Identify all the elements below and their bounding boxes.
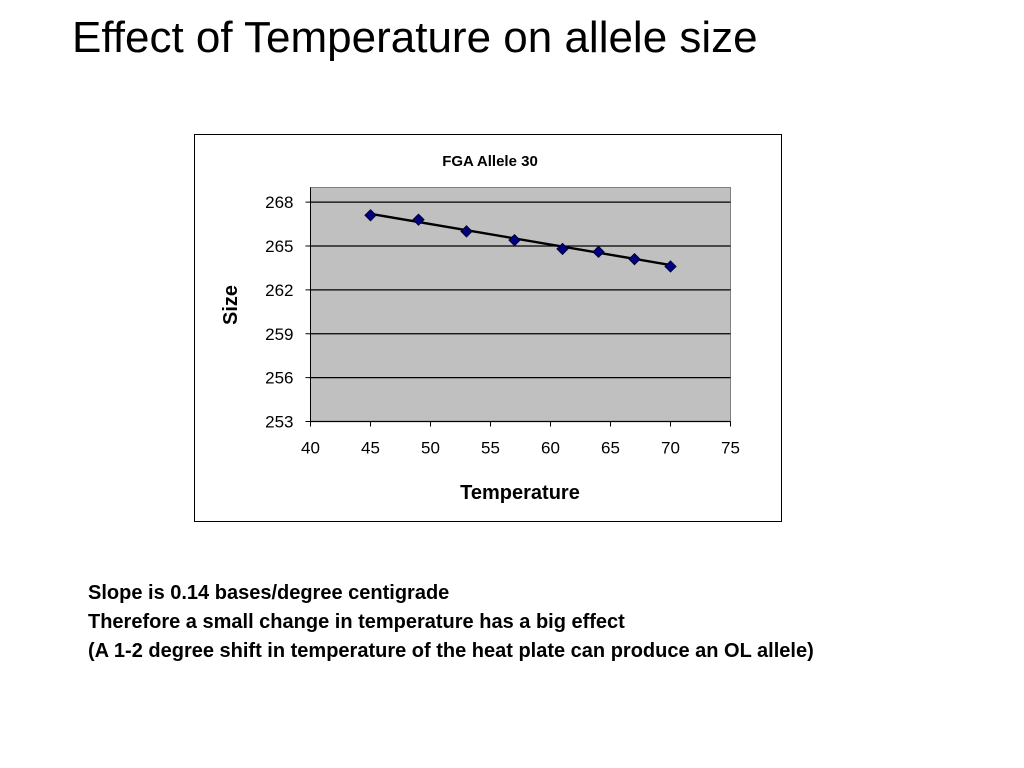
y-tick-label-265: 265 (265, 237, 293, 256)
data-point (592, 245, 605, 259)
data-point (556, 242, 569, 256)
x-tick-label-55: 55 (481, 439, 500, 458)
plot-area (310, 187, 731, 422)
y-tick-label-259: 259 (265, 325, 293, 344)
note-slope: Slope is 0.14 bases/degree centigrade (88, 582, 450, 604)
y-tick-label-268: 268 (265, 193, 293, 212)
scatter-chart: FGA Allele 30 253 256 259 262 265 268 40 45 50 5… (220, 153, 740, 504)
chart-title: FGA Allele 30 (442, 153, 538, 170)
y-axis-ticks: 253 256 259 262 265 268 (265, 193, 311, 432)
data-point (508, 233, 521, 247)
x-tick-label-75: 75 (721, 439, 740, 458)
y-axis-label: Size (220, 285, 242, 325)
data-point (364, 209, 377, 222)
data-point (460, 225, 473, 238)
chart-frame: FGA Allele 30 253 256 259 262 265 268 40 45 50 5… (194, 134, 782, 522)
x-tick-label-70: 70 (661, 439, 680, 458)
y-tick-label-256: 256 (265, 369, 293, 388)
note-effect: Therefore a small change in temperature … (88, 611, 625, 633)
data-point (664, 260, 677, 273)
x-tick-label-60: 60 (541, 439, 560, 458)
note-ol-allele: (A 1-2 degree shift in temperature of th… (88, 640, 814, 662)
notes-block: Slope is 0.14 bases/degree centigrade Th… (88, 579, 814, 666)
y-tick-label-262: 262 (265, 281, 293, 300)
x-tick-label-65: 65 (601, 439, 620, 458)
x-axis-label: Temperature (460, 482, 580, 504)
data-point (628, 252, 641, 266)
x-tick-label-40: 40 (301, 439, 320, 458)
x-axis-ticks: 40 45 50 55 60 65 70 75 (301, 421, 740, 458)
x-tick-label-50: 50 (421, 439, 440, 458)
data-point (412, 213, 425, 226)
axes (310, 187, 731, 422)
data-markers (364, 209, 677, 273)
y-tick-label-253: 253 (265, 413, 293, 432)
x-tick-label-45: 45 (361, 439, 380, 458)
slide-title: Effect of Temperature on allele size (72, 13, 758, 62)
